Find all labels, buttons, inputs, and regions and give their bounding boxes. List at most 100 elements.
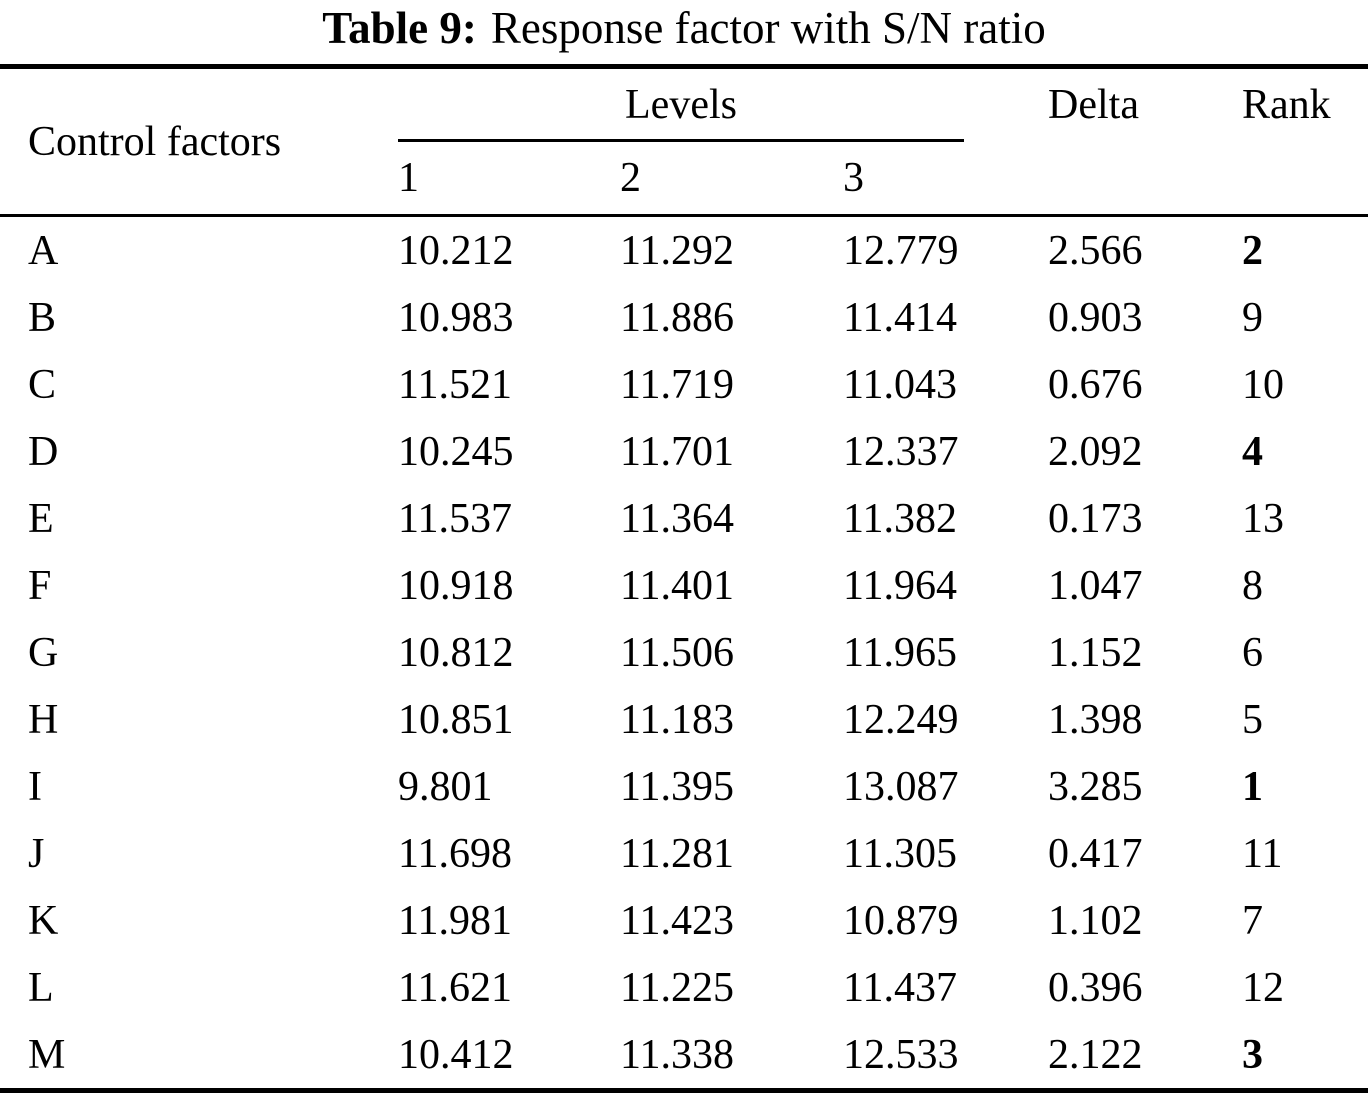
factor-cell: D (28, 428, 59, 475)
level-1-cell: 11.981 (398, 897, 512, 944)
delta-cell: 3.285 (1048, 763, 1143, 810)
rank-cell: 13 (1242, 495, 1285, 542)
level-3-cell: 11.437 (843, 964, 957, 1011)
delta-cell: 1.047 (1048, 562, 1143, 609)
table-row: H 10.851 11.183 12.249 1.398 5 (0, 686, 1368, 753)
level-3-cell: 11.965 (843, 629, 957, 676)
rank-cell: 3 (1242, 1031, 1264, 1078)
table-body: A 10.212 11.292 12.779 2.566 2 B 10.983 … (0, 216, 1368, 1091)
rank-cell: 12 (1242, 964, 1285, 1011)
delta-cell: 0.173 (1048, 495, 1143, 542)
factor-cell: K (28, 897, 59, 944)
rank-cell: 9 (1242, 294, 1264, 341)
factor-cell: G (28, 629, 59, 676)
level-2-cell: 11.719 (620, 361, 734, 408)
factor-cell: C (28, 361, 57, 408)
rank-cell: 4 (1242, 428, 1264, 475)
table-caption-text: Response factor with S/N ratio (490, 3, 1046, 53)
delta-cell: 0.903 (1048, 294, 1143, 341)
level-1-cell: 10.412 (398, 1031, 514, 1078)
level-2-cell: 11.183 (620, 696, 734, 743)
level-2-cell: 11.338 (620, 1031, 734, 1078)
level-3-cell: 10.879 (843, 897, 959, 944)
level-1-cell: 10.812 (398, 629, 514, 676)
levels-underline-rule (398, 138, 964, 142)
delta-cell: 0.417 (1048, 830, 1143, 877)
level-1-cell: 10.212 (398, 227, 514, 274)
delta-cell: 0.676 (1048, 361, 1143, 408)
factor-cell: L (28, 964, 54, 1011)
level-1-cell: 9.801 (398, 763, 493, 810)
column-header-levels: Levels (398, 67, 1048, 142)
table-row: J 11.698 11.281 11.305 0.417 11 (0, 820, 1368, 887)
level-1-cell: 10.245 (398, 428, 514, 475)
table-row: F 10.918 11.401 11.964 1.047 8 (0, 552, 1368, 619)
factor-cell: J (28, 830, 45, 877)
level-2-cell: 11.281 (620, 830, 734, 877)
delta-cell: 0.396 (1048, 964, 1143, 1011)
response-factor-table: Control factors Levels Delta Rank 1 2 3 … (0, 64, 1368, 1093)
factor-cell: M (28, 1031, 66, 1078)
level-3-cell: 12.779 (843, 227, 959, 274)
table-header: Control factors Levels Delta Rank 1 2 3 (0, 67, 1368, 216)
level-3-cell: 11.305 (843, 830, 957, 877)
column-header-delta: Delta (1048, 82, 1139, 128)
table-row: D 10.245 11.701 12.337 2.092 4 (0, 418, 1368, 485)
column-header-control-factors: Control factors (28, 118, 282, 165)
rank-cell: 8 (1242, 562, 1264, 609)
table-row: B 10.983 11.886 11.414 0.903 9 (0, 284, 1368, 351)
level-3-cell: 11.382 (843, 495, 957, 542)
table-row: L 11.621 11.225 11.437 0.396 12 (0, 954, 1368, 1021)
level-3-cell: 11.414 (843, 294, 957, 341)
table-row: C 11.521 11.719 11.043 0.676 10 (0, 351, 1368, 418)
level-2-cell: 11.886 (620, 294, 734, 341)
delta-cell: 2.092 (1048, 428, 1143, 475)
table-caption-label: Table 9: (322, 3, 477, 53)
delta-cell: 1.152 (1048, 629, 1143, 676)
level-2-cell: 11.225 (620, 964, 734, 1011)
rank-cell: 5 (1242, 696, 1264, 743)
rank-cell: 7 (1242, 897, 1264, 944)
level-3-cell: 12.337 (843, 428, 959, 475)
column-header-level-1: 1 (398, 154, 419, 201)
factor-cell: F (28, 562, 52, 609)
rank-cell: 6 (1242, 629, 1264, 676)
factor-cell: I (28, 763, 42, 810)
level-2-cell: 11.395 (620, 763, 734, 810)
delta-cell: 2.122 (1048, 1031, 1143, 1078)
factor-cell: A (28, 227, 59, 274)
level-2-cell: 11.423 (620, 897, 734, 944)
delta-cell: 2.566 (1048, 227, 1143, 274)
rank-cell: 10 (1242, 361, 1285, 408)
level-1-cell: 11.537 (398, 495, 512, 542)
level-1-cell: 10.918 (398, 562, 514, 609)
level-3-cell: 13.087 (843, 763, 959, 810)
level-2-cell: 11.506 (620, 629, 734, 676)
level-2-cell: 11.401 (620, 562, 734, 609)
table-row: M 10.412 11.338 12.533 2.122 3 (0, 1021, 1368, 1091)
table-row: A 10.212 11.292 12.779 2.566 2 (0, 216, 1368, 285)
level-3-cell: 12.249 (843, 696, 959, 743)
level-3-cell: 11.964 (843, 562, 957, 609)
header-row-top: Control factors Levels Delta Rank (0, 67, 1368, 165)
column-header-rank: Rank (1242, 82, 1331, 128)
column-header-level-2: 2 (620, 154, 641, 201)
column-header-level-3: 3 (843, 154, 864, 201)
factor-cell: B (28, 294, 57, 341)
level-2-cell: 11.292 (620, 227, 734, 274)
levels-label: Levels (625, 82, 737, 129)
delta-cell: 1.398 (1048, 696, 1143, 743)
table-row: I 9.801 11.395 13.087 3.285 1 (0, 753, 1368, 820)
level-1-cell: 11.521 (398, 361, 512, 408)
level-1-cell: 10.851 (398, 696, 514, 743)
level-1-cell: 11.621 (398, 964, 512, 1011)
level-1-cell: 10.983 (398, 294, 514, 341)
level-3-cell: 12.533 (843, 1031, 959, 1078)
delta-cell: 1.102 (1048, 897, 1143, 944)
rank-cell: 1 (1242, 763, 1264, 810)
table-row: G 10.812 11.506 11.965 1.152 6 (0, 619, 1368, 686)
table-row: K 11.981 11.423 10.879 1.102 7 (0, 887, 1368, 954)
table-row: E 11.537 11.364 11.382 0.173 13 (0, 485, 1368, 552)
level-2-cell: 11.701 (620, 428, 734, 475)
header-row-level-numbers: 1 2 3 (0, 142, 1368, 216)
